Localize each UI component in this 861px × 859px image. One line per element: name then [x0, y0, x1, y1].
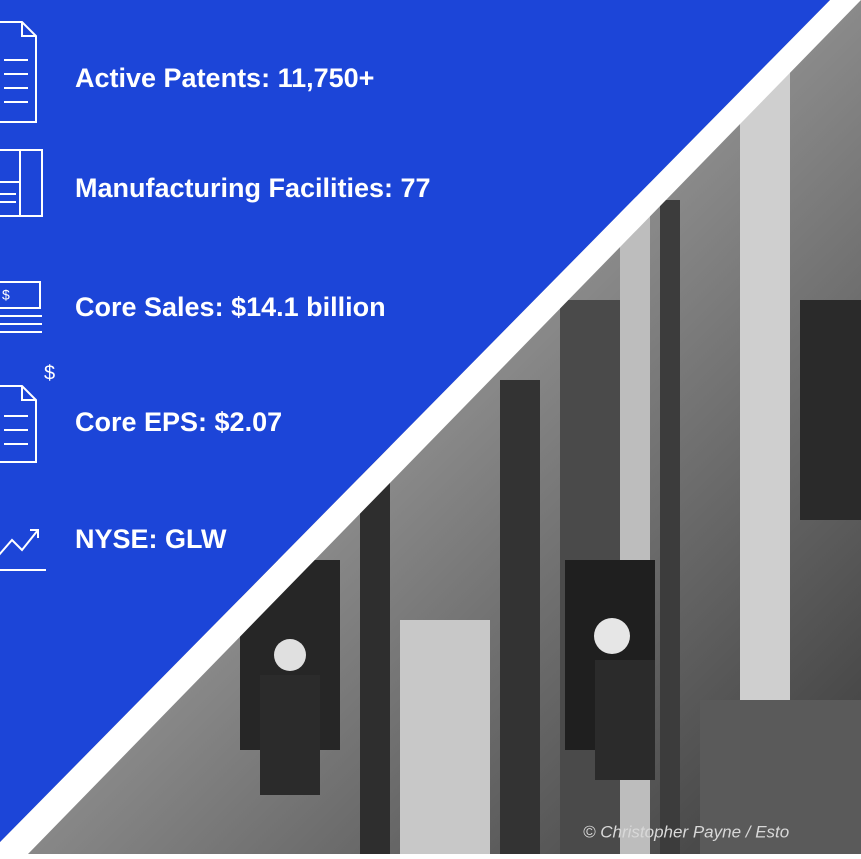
stat-label: Active Patents: 11,750+: [75, 63, 374, 93]
icon-facility: [0, 149, 43, 217]
stat-label: NYSE: GLW: [75, 524, 227, 554]
stats-list: Active Patents: 11,750+ Manufacturing Fa…: [75, 63, 431, 554]
icon-sales: [0, 281, 42, 333]
stat-label: Manufacturing Facilities: 77: [75, 173, 431, 203]
stat-label: Core EPS: $2.07: [75, 407, 282, 437]
blue-panel: [0, 0, 830, 842]
stat-label: Core Sales: $14.1 billion: [75, 292, 386, 322]
photo-credit: © Christopher Payne / Esto: [583, 822, 789, 841]
icon-eps: [0, 385, 37, 463]
dollar-sign: $: [44, 362, 55, 384]
icon-patent: [0, 21, 37, 123]
icon-stock: [0, 529, 46, 571]
dollar-sign: $: [2, 287, 10, 303]
